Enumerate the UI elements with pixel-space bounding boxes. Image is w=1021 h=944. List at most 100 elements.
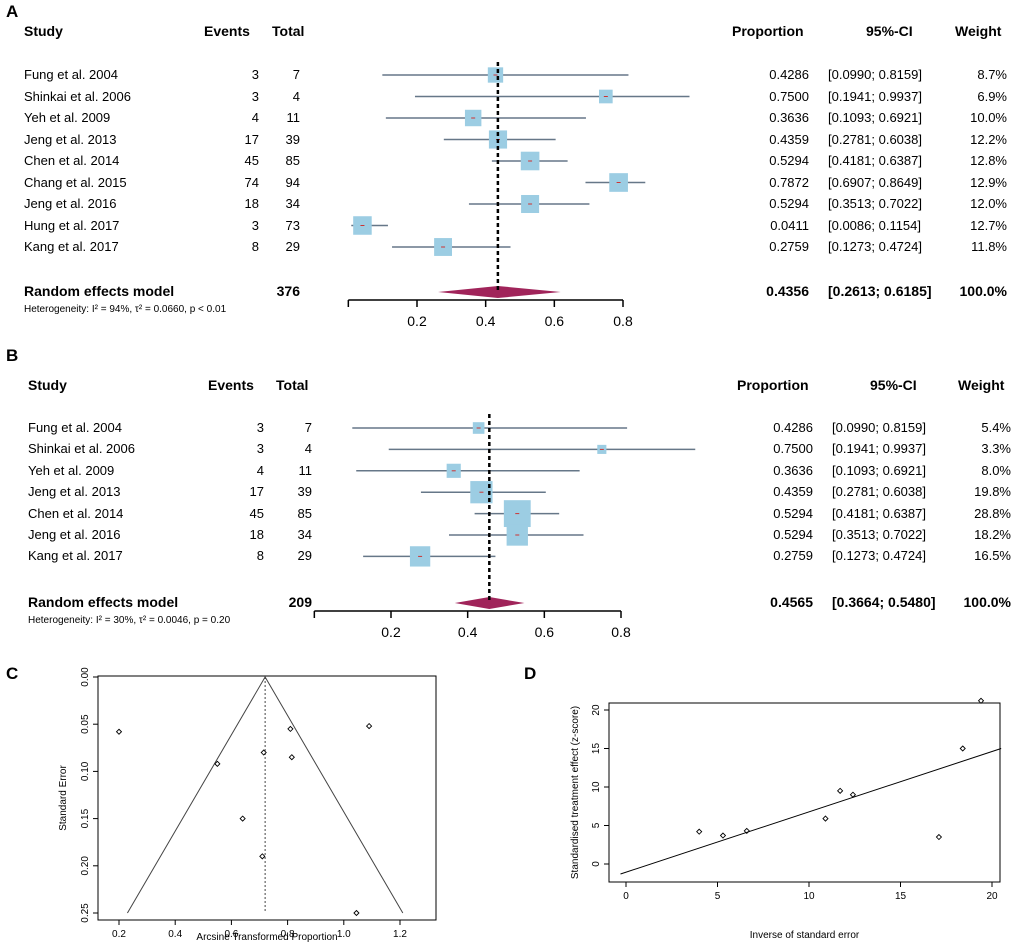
summary-ci: [0.3664; 0.5480] [832,594,936,610]
x-tick-label: 1.0 [337,929,351,940]
study-name: Hung et al. 2017 [24,217,120,233]
weight-value: 12.2% [970,131,1007,147]
x-tick-label: 0.6 [545,313,565,329]
study-point [959,745,966,752]
events-header: Events [204,23,250,39]
summary-proportion: 0.4565 [770,594,813,610]
weight-value: 11.8% [971,239,1007,254]
x-tick-label: 0.2 [381,624,401,640]
proportion-value: 0.4286 [769,67,809,82]
study-name: Kang et al. 2017 [24,239,119,254]
total-value: 11 [298,462,313,478]
forest-plot-b: 0.2 0.4 0.6 0.8 [313,414,696,640]
panel-d-letter: D [524,664,537,683]
y-axis-label: Standardised treatment effect (z-score) [570,706,581,879]
total-value: 73 [285,217,300,233]
x-tick-label: 0.2 [407,313,427,329]
ci-value: [0.3513; 0.7022] [832,527,926,542]
events-value: 3 [251,88,259,104]
study-point [288,754,295,761]
galbraith-plot: 0 5 10 15 20 0 5 10 15 20 Inverse of standard erro… [570,697,1002,941]
total-value: 34 [297,527,312,542]
proportion-value: 0.5294 [773,505,813,521]
x-tick-label: 0.8 [281,929,295,940]
x-axis-label: Arcsine Transformed Proportion [196,932,337,943]
weight-value: 12.9% [970,174,1007,190]
proportion-value: 0.3636 [773,462,813,478]
ci-value: [0.1941; 0.9937] [828,88,922,104]
study-point [353,909,360,917]
proportion-value: 0.7500 [773,441,813,457]
study-name: Jeng et al. 2013 [24,131,117,147]
study-point [214,760,221,767]
x-tick-label: 0.6 [535,624,555,640]
study-point [935,833,943,841]
ci-value: [0.4181; 0.6387] [832,505,926,521]
weight-value: 3.3% [981,441,1011,457]
summary-ci: [0.2613; 0.6185] [828,283,932,299]
summary-diamond [438,286,561,298]
x-axis-label: Inverse of standard error [750,930,860,941]
heterogeneity-text: Heterogeneity: I² = 94%, τ² = 0.0660, p … [24,304,227,315]
x-tick-label: 0.2 [112,929,126,940]
study-name: Shinkai et al. 2006 [24,88,131,104]
events-value: 3 [256,420,264,435]
weight-value: 19.8% [974,484,1011,500]
total-value: 94 [285,174,300,190]
study-point [719,832,727,839]
y-tick-label: 0 [591,861,602,867]
y-tick-label: 0.25 [80,903,91,923]
ci-value: [0.3513; 0.7022] [828,196,922,211]
total-value: 34 [285,196,300,211]
proportion-header: Proportion [737,377,809,393]
y-axis-label: Standard Error [58,765,69,831]
y-tick-label: 0.05 [80,714,91,734]
events-value: 4 [251,110,259,125]
proportion-value: 0.3636 [769,110,809,125]
y-tick-label: 0.10 [80,761,91,781]
study-point [260,749,267,756]
weight-value: 8.0% [981,462,1011,478]
x-tick-label: 20 [986,891,998,902]
x-tick-label: 0.8 [613,313,633,329]
study-point [822,815,829,822]
summary-total: 376 [276,283,300,299]
y-tick-label: 0.00 [80,667,91,687]
ci-value: [0.1093; 0.6921] [832,462,926,478]
x-tick-label: 15 [895,891,907,902]
y-tick-label: 10 [591,781,602,793]
events-value: 18 [249,527,264,542]
y-tick-label: 20 [591,704,602,716]
total-value: 29 [297,548,312,564]
total-value: 4 [292,88,300,104]
heterogeneity-text: Heterogeneity: I² = 30%, τ² = 0.0046, p … [28,615,231,626]
weight-header: Weight [958,377,1005,393]
summary-total: 209 [288,594,312,610]
x-tick-label: 5 [715,891,721,902]
y-tick-label: 0.15 [80,808,91,828]
proportion-value: 0.7500 [769,88,809,104]
total-value: 29 [285,239,300,254]
events-value: 17 [249,484,264,500]
x-tick-label: 0 [623,891,629,902]
study-name: Fung et al. 2004 [24,67,118,82]
study-name: Fung et al. 2004 [28,420,122,435]
ci-value: [0.6907; 0.8649] [828,174,922,190]
x-tick-label: 1.2 [393,929,407,940]
total-value: 11 [286,110,301,125]
summary-proportion: 0.4356 [766,283,809,299]
panel-c-letter: C [6,664,19,683]
y-tick-label: 15 [591,743,602,755]
study-point [849,791,857,798]
events-value: 3 [251,67,259,82]
weight-value: 12.7% [970,217,1007,233]
events-header: Events [208,377,254,393]
summary-diamond [454,597,525,609]
study-point [115,728,123,735]
total-value: 7 [304,420,312,435]
total-value: 85 [297,505,312,521]
study-point [743,827,750,835]
events-value: 3 [251,217,259,233]
proportion-value: 0.5294 [769,153,809,168]
x-tick-label: 0.4 [168,929,182,940]
